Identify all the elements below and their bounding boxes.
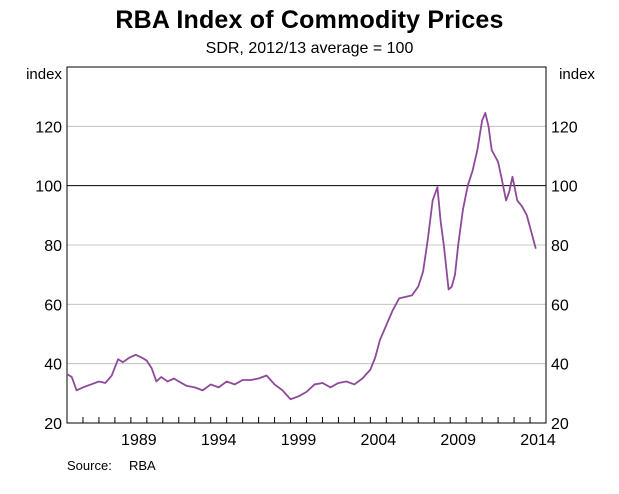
- series-line-commodity-index: [66, 112, 537, 401]
- y-tick-label-left: 20: [44, 416, 62, 433]
- gridlines: [67, 125, 546, 365]
- chart-title: RBA Index of Commodity Prices: [115, 6, 504, 34]
- x-tick-label-1994: 1994: [201, 432, 237, 449]
- source-value: RBA: [129, 458, 156, 473]
- y-tick-label-left: 60: [44, 297, 62, 314]
- axis-labels: 20 20 40 40 60 60 80 80 100 100 120 120 1989 1994 1999…: [35, 119, 578, 449]
- x-tick-label-1999: 1999: [281, 432, 317, 449]
- y-tick-label-right: 120: [551, 119, 578, 136]
- chart-subtitle: SDR, 2012/13 average = 100: [205, 40, 414, 57]
- axis-ticks: [66, 417, 547, 423]
- x-tick-label-1989: 1989: [121, 432, 157, 449]
- y-tick-label-right: 80: [551, 238, 569, 255]
- x-tick-label-2004: 2004: [361, 432, 397, 449]
- series: [66, 112, 537, 401]
- x-tick-label-2014: 2014: [520, 432, 556, 449]
- y-tick-label-right: 40: [551, 357, 569, 374]
- y-tick-label-right: 100: [551, 179, 578, 196]
- y-tick-label-right: 20: [551, 416, 569, 433]
- y-axis-title-left: index: [26, 66, 62, 83]
- x-tick-label-2009: 2009: [440, 432, 476, 449]
- source-note: Source: RBA: [67, 458, 156, 473]
- y-tick-label-left: 80: [44, 238, 62, 255]
- y-tick-label-right: 60: [551, 297, 569, 314]
- y-tick-label-left: 40: [44, 357, 62, 374]
- source-label: Source:: [67, 458, 112, 473]
- y-axis-title-right: index: [559, 66, 595, 83]
- y-tick-label-left: 100: [35, 179, 62, 196]
- y-tick-label-left: 120: [35, 119, 62, 136]
